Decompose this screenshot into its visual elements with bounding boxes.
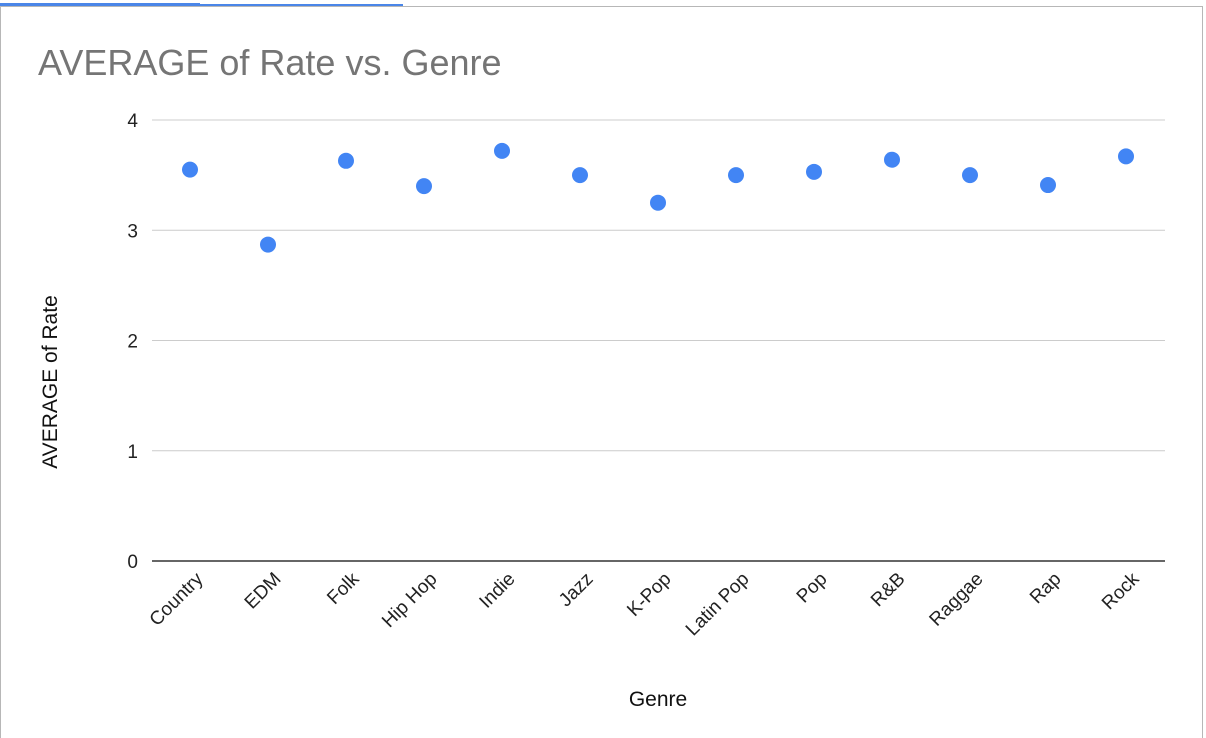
y-tick-label: 3 [127, 221, 138, 242]
x-axis-ticks: Country EDM Folk Hip Hop Indie Jazz K-Pop Latin… [146, 568, 1144, 640]
data-point[interactable] [416, 178, 432, 195]
x-tick-label: K-Pop [623, 569, 675, 621]
data-point[interactable] [806, 163, 822, 180]
x-tick-label: R&B [867, 569, 909, 611]
data-point[interactable] [650, 194, 666, 211]
tab-indicator-line [0, 4, 403, 6]
x-tick-label: Folk [323, 568, 364, 609]
x-tick-label: Raggae [926, 569, 988, 631]
tab-indicator-active [0, 3, 200, 6]
x-tick-label: Hip Hop [378, 569, 441, 632]
chart-title: AVERAGE of Rate vs. Genre [38, 42, 502, 83]
x-tick-label: Country [146, 568, 208, 630]
x-tick-label: Rock [1098, 568, 1144, 614]
y-axis-title: AVERAGE of Rate [39, 295, 62, 469]
chart-frame [0, 6, 1203, 738]
y-tick-label: 4 [127, 111, 138, 132]
data-point[interactable] [338, 152, 354, 169]
data-point[interactable] [728, 167, 744, 184]
x-axis-title: Genre [629, 688, 687, 711]
x-tick-label: EDM [241, 569, 286, 614]
data-point[interactable] [260, 236, 276, 253]
gridlines [152, 119, 1165, 562]
x-tick-label: Rap [1026, 569, 1065, 608]
y-tick-label: 2 [127, 332, 138, 353]
y-axis-ticks: 0 1 2 3 4 [127, 111, 138, 573]
data-point[interactable] [182, 161, 198, 178]
y-tick-label: 0 [127, 552, 138, 573]
x-tick-label: Pop [793, 569, 832, 608]
y-tick-label: 1 [127, 442, 138, 463]
x-tick-label: Latin Pop [682, 569, 754, 641]
data-point[interactable] [884, 151, 900, 168]
data-point[interactable] [962, 167, 978, 184]
data-point[interactable] [572, 167, 588, 184]
data-point[interactable] [1118, 148, 1134, 165]
x-tick-label: Indie [476, 569, 520, 613]
x-tick-label: Jazz [555, 569, 597, 611]
data-points [182, 142, 1134, 253]
data-point[interactable] [1040, 177, 1056, 194]
data-point[interactable] [494, 142, 510, 159]
